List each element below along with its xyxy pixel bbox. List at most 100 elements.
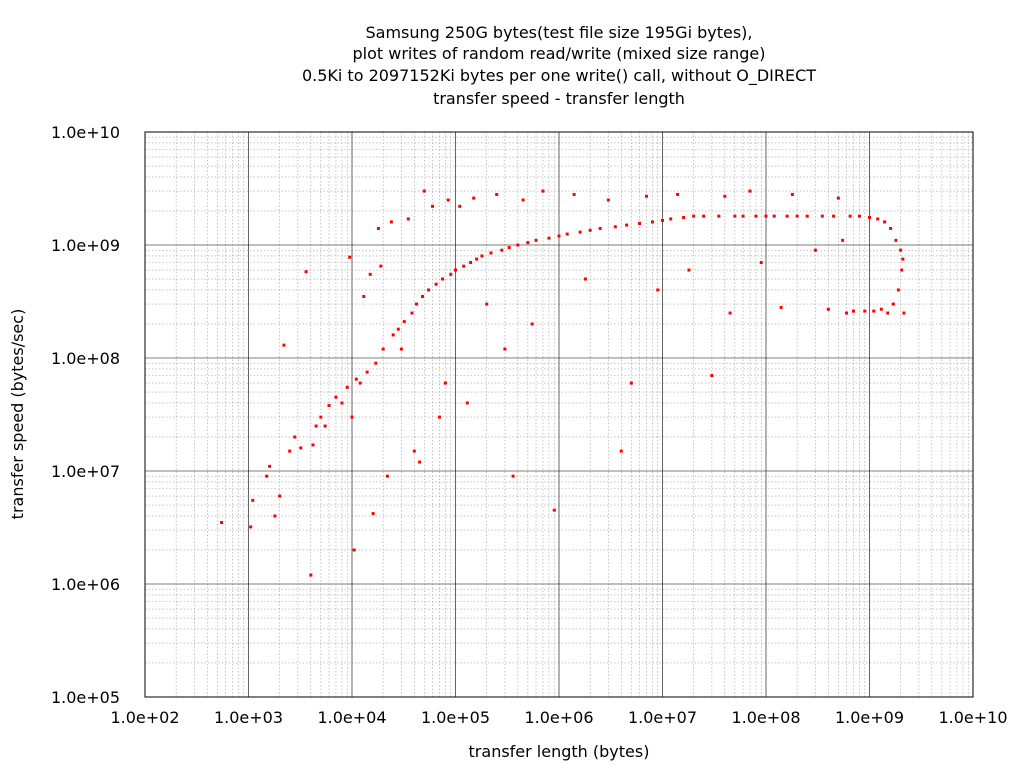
data-point — [251, 498, 255, 502]
data-point — [813, 248, 817, 252]
data-point — [578, 230, 582, 234]
data-point — [340, 401, 344, 405]
x-tick-label: 1.0e+09 — [835, 708, 904, 727]
data-point — [350, 415, 354, 419]
data-point — [557, 234, 561, 238]
data-point — [362, 295, 366, 299]
y-tick-label: 1.0e+05 — [51, 688, 120, 707]
data-point — [759, 261, 763, 265]
data-point — [406, 217, 410, 221]
data-point — [304, 270, 308, 274]
data-point — [541, 189, 545, 193]
data-point — [327, 403, 331, 407]
data-point — [836, 196, 840, 200]
data-point — [785, 214, 789, 218]
x-tick-label: 1.0e+10 — [938, 708, 1007, 727]
data-point — [565, 232, 569, 236]
data-point — [376, 226, 380, 230]
data-point — [521, 198, 525, 202]
data-point — [314, 424, 318, 428]
data-point — [723, 194, 727, 198]
chart-title-line: transfer speed - transfer length — [433, 89, 685, 108]
grid-lines — [144, 131, 974, 698]
data-point — [661, 218, 664, 222]
data-point — [832, 214, 836, 218]
data-point — [748, 189, 752, 193]
data-point — [891, 302, 895, 306]
data-point — [795, 214, 799, 218]
data-point — [220, 521, 224, 525]
data-point — [462, 264, 466, 268]
data-point — [385, 474, 389, 478]
data-point — [434, 282, 438, 286]
data-point — [588, 228, 592, 232]
data-point — [572, 192, 576, 196]
data-point — [764, 214, 768, 218]
data-point — [410, 311, 414, 315]
data-point — [437, 415, 441, 419]
data-point — [894, 238, 898, 242]
data-point — [399, 347, 403, 351]
data-point — [421, 295, 425, 299]
data-point — [449, 272, 453, 276]
data-point — [402, 320, 406, 324]
data-point — [710, 374, 714, 378]
data-point — [443, 381, 447, 385]
data-point — [669, 217, 673, 221]
data-point — [412, 449, 416, 453]
y-tick-label: 1.0e+10 — [51, 123, 120, 142]
y-tick-label: 1.0e+07 — [51, 462, 120, 481]
x-tick-label: 1.0e+03 — [214, 708, 283, 727]
data-point — [886, 311, 890, 315]
data-point — [790, 192, 794, 196]
chart-title-line: Samsung 250G bytes(test file size 195Gi … — [366, 23, 753, 42]
data-point — [446, 198, 450, 202]
data-point — [534, 238, 538, 242]
data-point — [619, 449, 623, 453]
y-axis-label: transfer speed (bytes/sec) — [8, 309, 27, 520]
x-axis-ticks: 1.0e+02 1.0e+03 1.0e+04 1.0e+05 1.0e+06 1.0e+… — [110, 708, 1007, 727]
data-point — [863, 309, 867, 313]
data-point — [371, 512, 375, 516]
data-point — [278, 494, 282, 498]
data-point — [323, 424, 327, 428]
data-point — [485, 302, 489, 306]
data-point — [530, 322, 534, 326]
data-point — [728, 311, 732, 315]
data-point — [779, 305, 783, 309]
data-point — [676, 192, 680, 196]
data-point — [475, 257, 479, 261]
data-point — [656, 288, 660, 292]
data-point — [431, 204, 435, 208]
chart-title: Samsung 250G bytes(test file size 195Gi … — [302, 23, 816, 108]
data-point — [805, 214, 809, 218]
data-point — [379, 264, 383, 268]
data-point — [902, 311, 906, 315]
data-point — [319, 415, 323, 419]
chart-title-line: plot writes of random read/write (mixed … — [353, 44, 766, 63]
data-point — [374, 361, 378, 365]
data-point — [613, 225, 617, 229]
data-point — [598, 226, 602, 230]
data-point — [273, 514, 277, 518]
data-point — [901, 257, 905, 261]
data-point — [472, 196, 476, 200]
data-point — [638, 221, 642, 225]
y-tick-label: 1.0e+09 — [51, 236, 120, 255]
x-tick-label: 1.0e+05 — [421, 708, 490, 727]
data-point — [345, 385, 349, 389]
data-point — [733, 214, 737, 218]
data-point — [458, 204, 462, 208]
data-point — [365, 370, 369, 374]
data-point — [389, 220, 393, 224]
data-point — [311, 443, 315, 447]
data-point — [507, 246, 511, 250]
data-point — [879, 307, 883, 311]
data-point — [454, 268, 457, 272]
data-point — [396, 327, 400, 331]
x-axis-label: transfer length (bytes) — [469, 742, 650, 761]
data-point — [441, 277, 445, 281]
data-point — [896, 288, 900, 292]
data-point — [876, 217, 880, 221]
